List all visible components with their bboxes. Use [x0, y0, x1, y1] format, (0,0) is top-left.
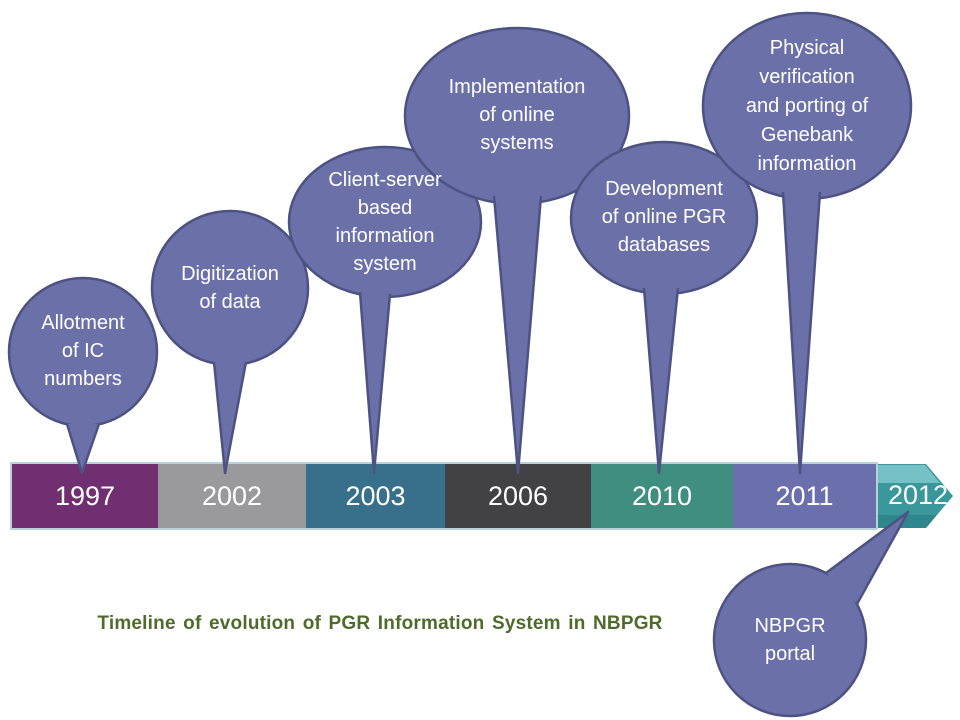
- balloon-6-tail: [781, 191, 822, 475]
- timeline-segment-2010: 2010: [591, 464, 733, 528]
- balloon-label-digitization: Digitization of data: [181, 263, 279, 313]
- balloon-3-tail: [358, 291, 392, 475]
- balloon-label-development: Development of online PGR databases: [601, 178, 727, 256]
- balloon-2-tail: [212, 361, 248, 475]
- balloon-label-nbpgr-portal: NBPGR portal: [754, 615, 826, 665]
- timeline-segment-1997: 1997: [12, 464, 158, 528]
- balloon-label-physical-verification: Physical verification and porting of Gen…: [745, 37, 869, 175]
- balloon-label-allotment: Allotment of IC numbers: [41, 312, 125, 390]
- year-label-2011: 2011: [775, 480, 834, 511]
- balloon-label-client-server: Client-server based information system: [328, 169, 442, 275]
- year-label-2010: 2010: [631, 480, 693, 511]
- balloon-5-tail: [642, 287, 680, 475]
- year-label-2003: 2003: [345, 480, 406, 511]
- year-label-2002: 2002: [201, 480, 263, 511]
- arrow-2012-shadow: [878, 515, 937, 528]
- timeline-segment-2003: 2003: [306, 464, 445, 528]
- year-label-1997: 1997: [54, 480, 116, 511]
- timeline-segment-2006: 2006: [445, 464, 591, 528]
- balloon-label-implementation: Implementation of online systems: [448, 76, 586, 154]
- balloon-digitization-of-data: [150, 209, 310, 475]
- timeline-bar: 1997 2002 2003 2006 2010 2011: [10, 462, 878, 530]
- balloon-4-tail: [492, 195, 543, 475]
- year-label-2012: 2012: [888, 480, 949, 510]
- timeline-segment-2011: 2011: [733, 464, 876, 528]
- timeline-segment-2002: 2002: [158, 464, 306, 528]
- caption: Timeline of evolution of PGR Information…: [97, 613, 663, 634]
- year-label-2006: 2006: [487, 480, 549, 511]
